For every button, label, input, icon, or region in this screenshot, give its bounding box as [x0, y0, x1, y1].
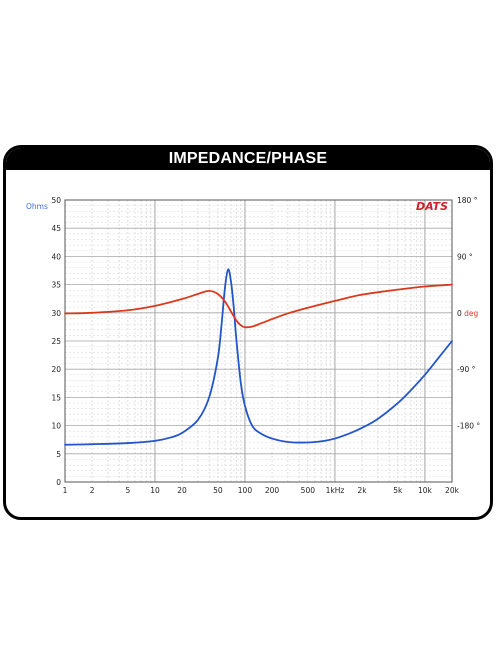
x-tick-label: 2: [90, 486, 95, 495]
y2-tick-label: -90 °: [457, 365, 476, 374]
x-tick-label: 1kHz: [326, 486, 345, 495]
x-tick-label: 50: [213, 486, 223, 495]
impedance-phase-panel: 0 5 10 15 20 25 30 35 40 45 50 180 ° 90 ° 0 deg -90 ° -…: [3, 145, 493, 520]
y-tick-label: 5: [56, 450, 61, 459]
y2-tick-label: -180 °: [457, 422, 480, 431]
y-tick-label: 20: [51, 365, 61, 374]
y-tick-label: 30: [51, 309, 61, 318]
x-tick-label: 20k: [445, 486, 460, 495]
phase-curve: [64, 283, 453, 329]
chart-title: IMPEDANCE/PHASE: [6, 148, 490, 170]
y-tick-label: 50: [51, 196, 61, 205]
x-tick-label: 5: [126, 486, 131, 495]
y-tick-label: 45: [51, 224, 61, 233]
x-tick-label: 10: [150, 486, 160, 495]
impedance-curve: [64, 268, 453, 446]
grid: [64, 199, 453, 483]
x-tick-label: 500: [301, 486, 316, 495]
y2-tick-label: 0 deg: [457, 309, 479, 318]
y-tick-label: 10: [51, 422, 61, 431]
x-tick-label: 20: [177, 486, 187, 495]
y-tick-label: 40: [51, 252, 61, 261]
y-tick-label: 0: [56, 478, 61, 487]
dats-logo: DATS: [416, 200, 448, 213]
x-tick-label: 10k: [418, 486, 433, 495]
y-tick-label: 15: [51, 393, 61, 402]
series-layer: [64, 268, 453, 446]
x-tick-label: 100: [238, 486, 253, 495]
y-tick-label: 25: [51, 337, 61, 346]
x-tick-label: 200: [265, 486, 280, 495]
x-tick-label: 1: [63, 486, 68, 495]
y-tick-label: 35: [51, 281, 61, 290]
y2-tick-label: 90 °: [457, 252, 473, 261]
y-axis-label: Ohms: [26, 202, 48, 211]
x-tick-label: 5k: [393, 486, 403, 495]
y2-tick-label: 180 °: [457, 196, 478, 205]
x-tick-label: 2k: [357, 486, 367, 495]
